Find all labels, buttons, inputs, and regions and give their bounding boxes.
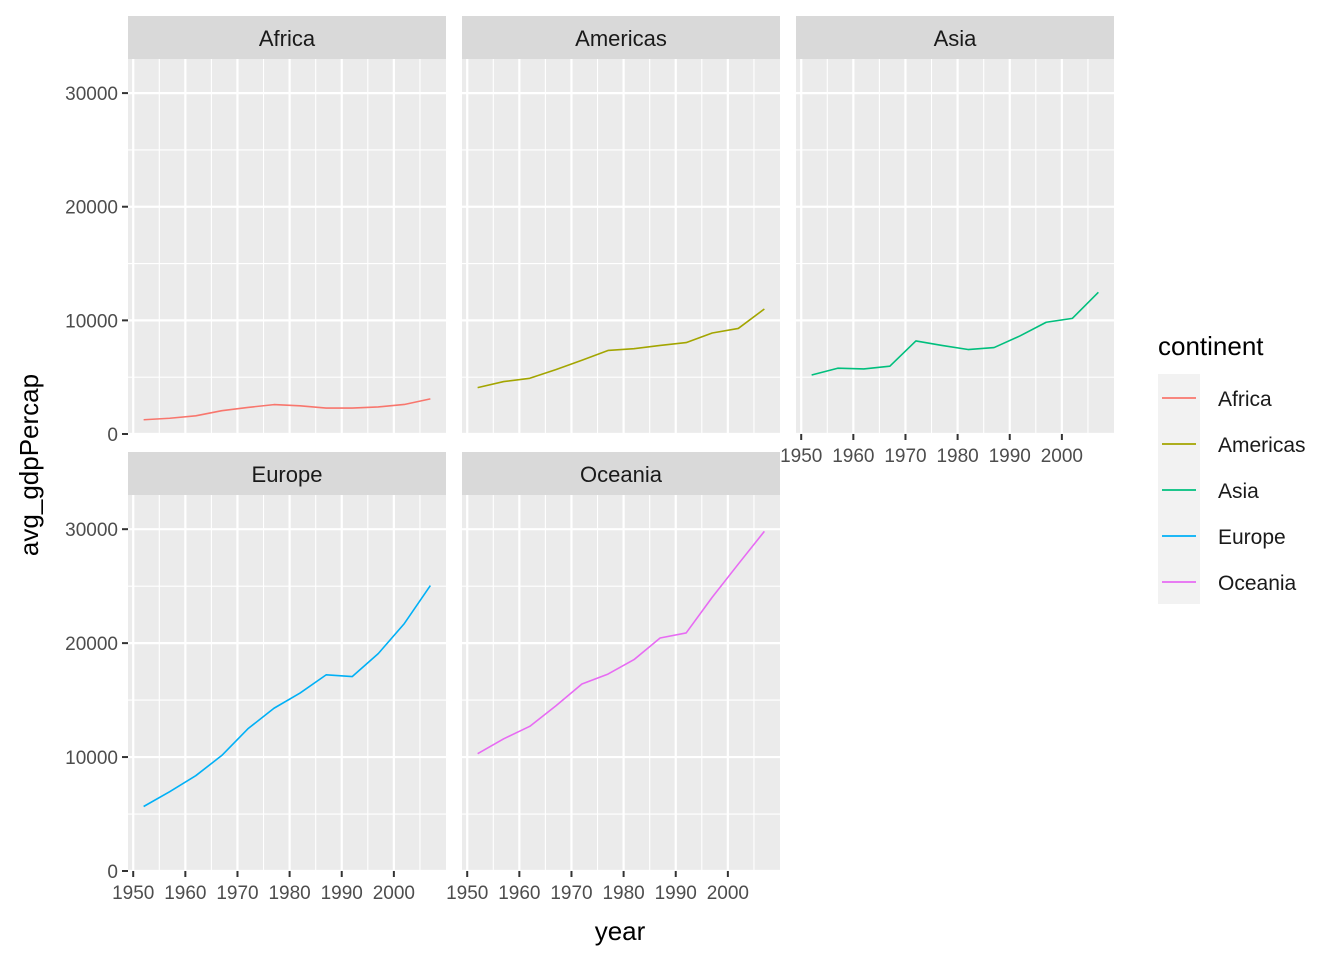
x-tick-label: 1960	[164, 883, 206, 904]
x-tick-label: 1980	[936, 446, 978, 467]
legend-item-europe: Europe	[1162, 526, 1286, 549]
x-tick-label: 2000	[1041, 446, 1083, 467]
y-axis-title: avg_gdpPercap	[14, 374, 44, 556]
legend-label: Asia	[1218, 480, 1259, 503]
facet-panel-europe: Europe	[128, 452, 446, 873]
legend-title: continent	[1158, 331, 1264, 361]
y-tick-label: 10000	[65, 311, 118, 332]
y-tick-label: 20000	[65, 634, 118, 655]
panel-background	[462, 495, 780, 871]
x-tick-label: 1960	[498, 883, 540, 904]
x-tick-label: 1950	[446, 883, 488, 904]
y-tick-label: 0	[107, 425, 118, 446]
x-tick-label: 1950	[780, 446, 822, 467]
x-tick-label: 2000	[707, 883, 749, 904]
legend-items: Africa Americas Asia Europe Oceania	[1162, 388, 1306, 595]
series-line-europe	[143, 585, 432, 808]
y-tick-label: 10000	[65, 748, 118, 769]
x-tick-label: 1970	[550, 883, 592, 904]
x-tick-label: 2000	[373, 883, 415, 904]
series-line-americas	[477, 308, 765, 389]
facet-strip-label: Americas	[575, 26, 667, 51]
facet-panels: Africa Americas Asia Europe Oceania	[128, 16, 1114, 873]
legend: continent Africa Americas Asia Europe Oceani…	[1158, 331, 1306, 604]
facet-panel-americas: Americas	[462, 16, 780, 436]
x-tick-label: 1970	[216, 883, 258, 904]
legend-item-oceania: Oceania	[1162, 572, 1297, 595]
facet-strip	[128, 16, 446, 59]
legend-label: Oceania	[1218, 572, 1297, 595]
legend-item-asia: Asia	[1162, 480, 1259, 503]
legend-item-americas: Americas	[1162, 434, 1306, 457]
y-tick-label: 30000	[65, 84, 118, 105]
series-line-oceania	[477, 530, 765, 755]
x-tick-label: 1990	[321, 883, 363, 904]
facet-strip	[462, 452, 780, 495]
x-axis-title: year	[595, 916, 646, 946]
facet-panel-asia: Asia	[796, 16, 1114, 436]
legend-key-background	[1158, 374, 1200, 604]
series-line-africa	[143, 398, 431, 421]
facet-panel-africa: Africa	[128, 16, 446, 436]
x-tick-label: 1970	[884, 446, 926, 467]
series-line-asia	[811, 291, 1099, 376]
x-tick-label: 1960	[832, 446, 874, 467]
legend-label: Americas	[1218, 434, 1306, 457]
panel-background	[796, 59, 1114, 434]
facet-panel-oceania: Oceania	[462, 452, 780, 873]
legend-label: Africa	[1218, 388, 1272, 411]
y-tick-label: 20000	[65, 198, 118, 219]
facet-strip-label: Africa	[259, 26, 316, 51]
facet-strip	[462, 16, 780, 59]
x-tick-label: 1990	[655, 883, 697, 904]
facet-strip-label: Asia	[934, 26, 978, 51]
facet-strip-label: Oceania	[580, 462, 663, 487]
legend-label: Europe	[1218, 526, 1286, 549]
facet-strip	[796, 16, 1114, 59]
panel-background	[128, 495, 446, 871]
legend-item-africa: Africa	[1162, 388, 1272, 411]
y-tick-label: 0	[107, 862, 118, 883]
x-tick-label: 1980	[602, 883, 644, 904]
panel-background	[462, 59, 780, 434]
panel-background	[128, 59, 446, 434]
facet-strip-label: Europe	[252, 462, 323, 487]
y-tick-label: 30000	[65, 520, 118, 541]
x-tick-label: 1950	[112, 883, 154, 904]
x-tick-label: 1990	[989, 446, 1031, 467]
x-tick-label: 1980	[268, 883, 310, 904]
facet-strip	[128, 452, 446, 495]
